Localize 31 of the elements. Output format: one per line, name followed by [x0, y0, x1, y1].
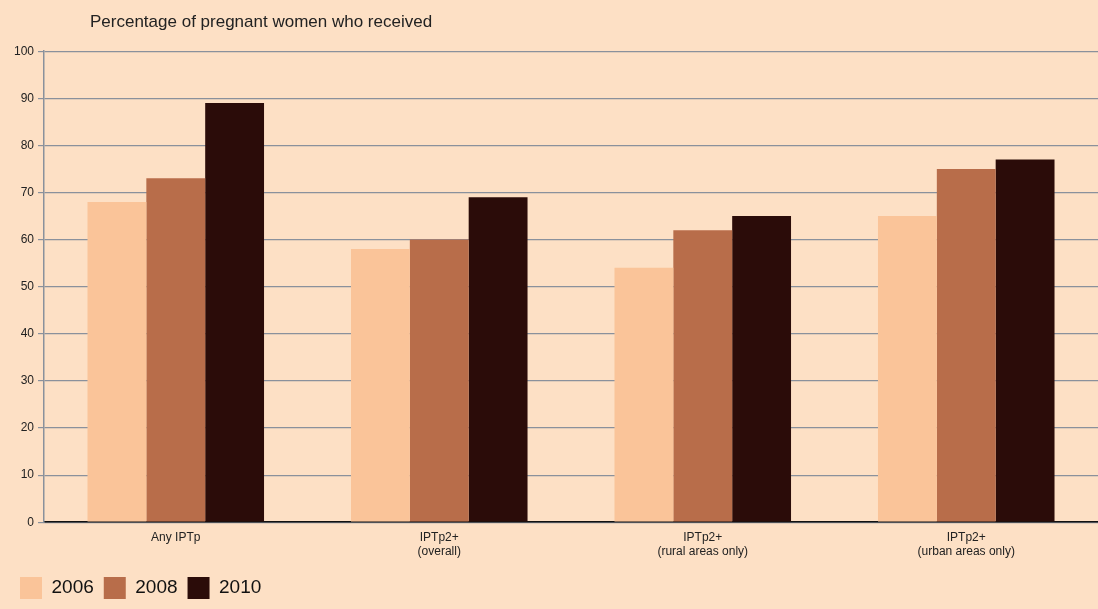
y-tick-label: 60 [20, 231, 35, 246]
bar [409, 239, 469, 522]
legend-label: 2006 [51, 576, 94, 598]
y-tick-label: 80 [20, 137, 35, 152]
y-tick-label: 10 [20, 467, 35, 482]
bar [995, 159, 1055, 522]
y-tick-label: 90 [20, 90, 35, 105]
y-tick-label: 70 [20, 184, 35, 199]
legend-label: 2008 [135, 576, 178, 598]
bar [936, 168, 996, 522]
y-tick-label: 0 [27, 514, 35, 529]
x-tick-label: IPTp2+ (overall) [417, 529, 461, 559]
bar [205, 103, 265, 522]
bar [468, 197, 528, 522]
bar [732, 216, 792, 522]
bar [350, 249, 410, 522]
x-tick-label: Any IPTp [151, 529, 201, 544]
x-tick-label: IPTp2+ (rural areas only) [657, 529, 749, 559]
bar [877, 216, 937, 522]
x-tick-label: IPTp2+ (urban areas only) [917, 529, 1015, 559]
bar [146, 178, 206, 522]
y-tick-label: 20 [20, 420, 35, 435]
legend-label: 2010 [219, 576, 262, 598]
y-tick-label: 100 [13, 43, 35, 58]
y-tick-label: 50 [20, 279, 35, 294]
y-tick-label: 40 [20, 326, 35, 341]
bar [614, 267, 674, 522]
bar [673, 230, 733, 522]
y-axis-title: Percentage of pregnant women who received [90, 12, 433, 32]
y-tick-label: 30 [20, 373, 35, 388]
bar [87, 201, 147, 522]
